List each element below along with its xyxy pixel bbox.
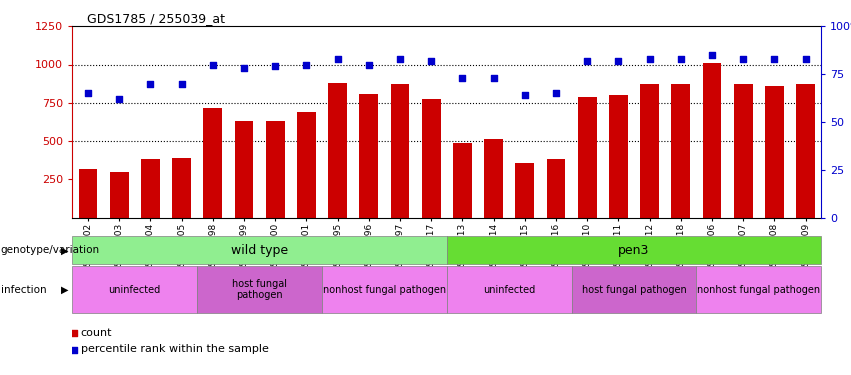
Bar (671, 84, 690, 218)
Point (112, 96, 126, 102)
Point (425, 58, 438, 64)
Bar (172, 158, 191, 218)
Point (144, 81, 157, 87)
Bar (422, 99, 441, 218)
Point (237, 65, 251, 71)
Point (174, 81, 188, 87)
Bar (578, 97, 597, 218)
Point (300, 62, 313, 68)
Point (81, 90, 94, 96)
Point (612, 58, 625, 64)
Bar (453, 142, 471, 218)
Point (331, 56, 345, 62)
Bar (72, 236, 447, 264)
Point (487, 75, 500, 81)
Point (799, 56, 813, 62)
Text: nonhost fungal pathogen: nonhost fungal pathogen (697, 285, 820, 295)
Bar (703, 63, 722, 217)
Bar (484, 140, 503, 218)
Bar (640, 84, 659, 218)
Text: GDS1785 / 255039_at: GDS1785 / 255039_at (88, 12, 226, 25)
Text: host fungal pathogen: host fungal pathogen (581, 285, 687, 295)
Text: ▶: ▶ (60, 245, 68, 255)
Point (455, 75, 469, 81)
Bar (110, 172, 129, 217)
Point (549, 90, 563, 96)
Text: percentile rank within the sample: percentile rank within the sample (81, 345, 268, 354)
Bar (572, 266, 696, 313)
Bar (546, 159, 565, 218)
Bar (447, 266, 572, 313)
Bar (734, 84, 752, 218)
Bar (328, 83, 347, 218)
Text: uninfected: uninfected (109, 285, 161, 295)
Point (736, 56, 750, 62)
Point (705, 52, 719, 58)
Text: uninfected: uninfected (483, 285, 535, 295)
Bar (266, 121, 284, 218)
Bar (78, 168, 97, 217)
Bar (322, 266, 447, 313)
Point (768, 56, 781, 62)
Point (67, 330, 81, 336)
Bar (609, 95, 628, 218)
Bar (391, 84, 409, 218)
Point (643, 56, 656, 62)
Text: count: count (81, 328, 112, 338)
Text: wild type: wild type (231, 244, 288, 257)
Bar (235, 121, 254, 218)
Bar (141, 159, 160, 218)
Text: ▶: ▶ (60, 285, 68, 295)
Bar (765, 86, 784, 218)
Text: genotype/variation: genotype/variation (1, 245, 100, 255)
Text: pen3: pen3 (619, 244, 649, 257)
Bar (203, 108, 222, 218)
Point (362, 62, 375, 68)
Text: nonhost fungal pathogen: nonhost fungal pathogen (323, 285, 446, 295)
Point (206, 62, 220, 68)
Point (268, 63, 282, 69)
Bar (359, 94, 378, 218)
Text: infection: infection (1, 285, 47, 295)
Point (674, 56, 688, 62)
Bar (516, 163, 534, 218)
Bar (447, 236, 821, 264)
Point (580, 58, 594, 64)
Text: host fungal
pathogen: host fungal pathogen (232, 279, 287, 300)
Point (393, 56, 407, 62)
Point (67, 346, 81, 352)
Point (518, 92, 532, 98)
Bar (197, 266, 322, 313)
Bar (72, 266, 197, 313)
Bar (696, 266, 821, 313)
Bar (797, 84, 815, 218)
Bar (297, 112, 316, 218)
